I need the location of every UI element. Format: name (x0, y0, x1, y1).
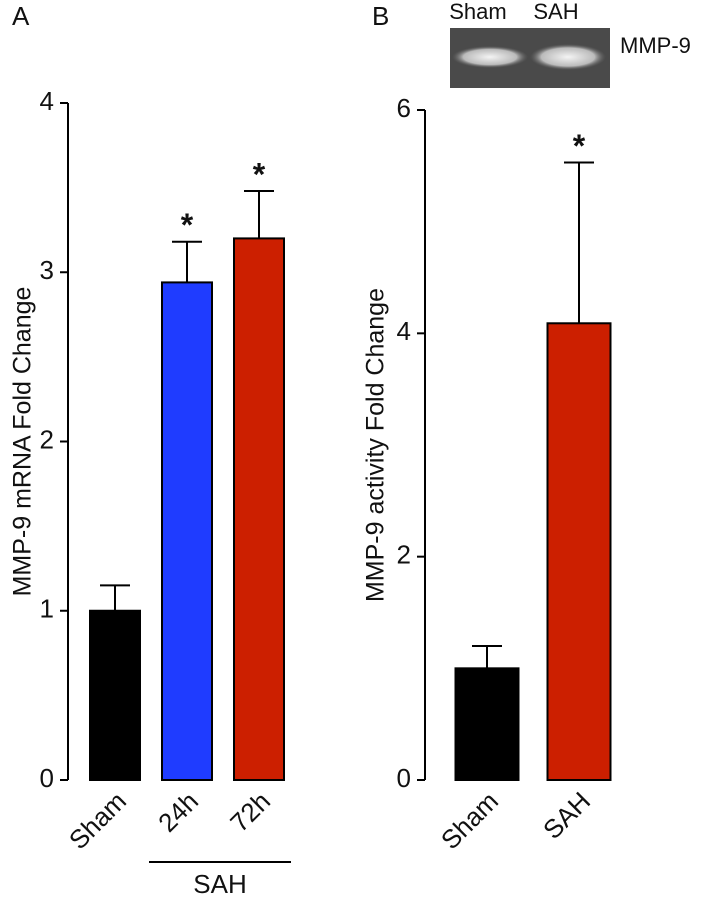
error-bar (172, 240, 202, 283)
x-tick-label: 24h (152, 786, 204, 838)
panel-letter: B (372, 1, 389, 31)
y-tick-label: 6 (397, 93, 411, 123)
bar (546, 322, 612, 781)
y-tick-label: 1 (40, 594, 54, 624)
y-tick-label: 2 (397, 540, 411, 570)
bar (233, 237, 285, 781)
bar (89, 609, 141, 781)
bar (454, 667, 520, 781)
error-bar (244, 190, 274, 239)
y-axis-title: MMP-9 activity Fold Change (362, 288, 390, 602)
error-bar (472, 645, 502, 669)
y-tick-label: 4 (397, 316, 411, 346)
panel-letter: A (12, 1, 30, 31)
group-label: SAH (193, 869, 246, 899)
y-tick-label: 2 (40, 424, 54, 454)
y-axis-title: MMP-9 mRNA Fold Change (9, 287, 37, 597)
x-tick-label: 72h (224, 786, 276, 838)
gel-band (452, 46, 528, 68)
gel-label: MMP-9 (620, 33, 691, 58)
error-bar (100, 584, 130, 611)
significance-mark: * (253, 156, 266, 192)
x-tick-label: SAH (537, 786, 596, 845)
x-tick-label: Sham (435, 786, 504, 855)
y-tick-label: 0 (40, 763, 54, 793)
significance-mark: * (181, 207, 194, 243)
gel-band (530, 44, 606, 70)
x-tick-label: Sham (63, 786, 132, 855)
significance-mark: * (573, 128, 586, 164)
y-tick-label: 0 (397, 763, 411, 793)
gel-lane-label: SAH (533, 0, 578, 24)
error-bar (564, 161, 594, 324)
gel-lane-label: Sham (449, 0, 506, 24)
y-tick-label: 3 (40, 255, 54, 285)
y-tick-label: 4 (40, 86, 54, 116)
bar (161, 281, 213, 781)
